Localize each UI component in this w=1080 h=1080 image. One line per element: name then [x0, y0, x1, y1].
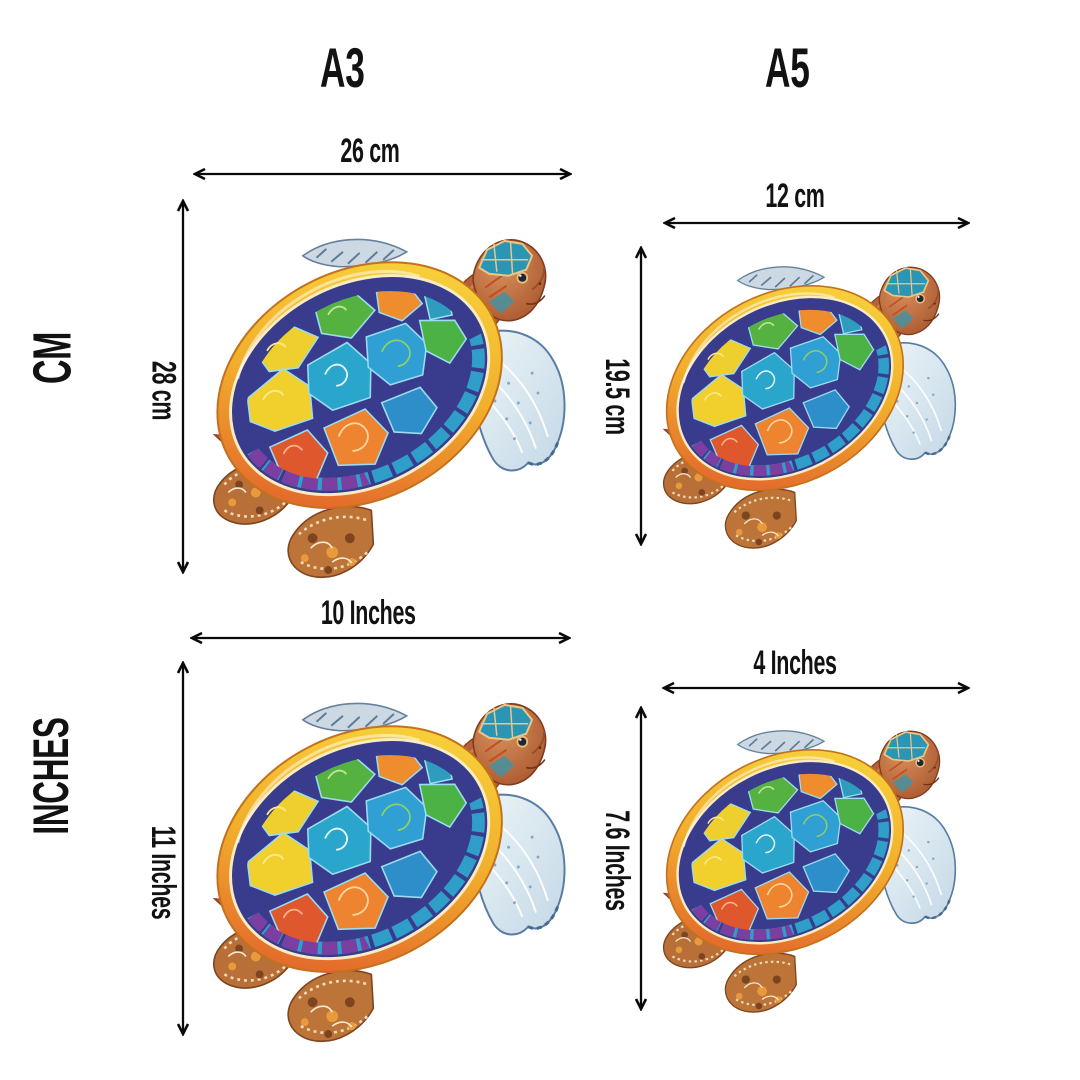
- turtle-illustration-a5-inches: [648, 718, 974, 1016]
- turtle-illustration-a5-cm: [648, 254, 974, 552]
- turtle-illustration-a3-inches: [195, 688, 587, 1046]
- turtle-illustration-a3-cm: [195, 224, 587, 582]
